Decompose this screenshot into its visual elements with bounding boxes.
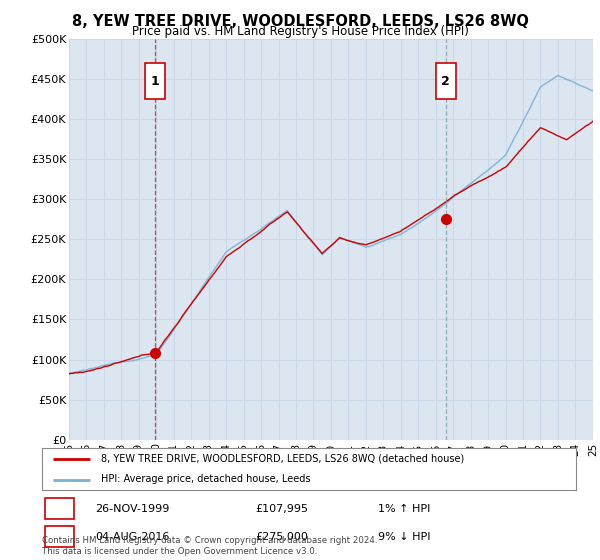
FancyBboxPatch shape [436,63,456,99]
Text: 1% ↑ HPI: 1% ↑ HPI [379,503,431,514]
FancyBboxPatch shape [44,526,74,547]
Text: 04-AUG-2016: 04-AUG-2016 [95,532,170,542]
Text: 2: 2 [442,74,450,88]
Text: 2: 2 [55,530,64,543]
Text: 8, YEW TREE DRIVE, WOODLESFORD, LEEDS, LS26 8WQ (detached house): 8, YEW TREE DRIVE, WOODLESFORD, LEEDS, L… [101,454,464,464]
Text: 1: 1 [55,502,64,515]
Text: HPI: Average price, detached house, Leeds: HPI: Average price, detached house, Leed… [101,474,310,484]
Text: 8, YEW TREE DRIVE, WOODLESFORD, LEEDS, LS26 8WQ: 8, YEW TREE DRIVE, WOODLESFORD, LEEDS, L… [71,14,529,29]
Text: £275,000: £275,000 [256,532,308,542]
Text: 9% ↓ HPI: 9% ↓ HPI [379,532,431,542]
FancyBboxPatch shape [145,63,164,99]
FancyBboxPatch shape [44,498,74,519]
Text: Contains HM Land Registry data © Crown copyright and database right 2024.
This d: Contains HM Land Registry data © Crown c… [42,536,377,556]
Text: 26-NOV-1999: 26-NOV-1999 [95,503,170,514]
Text: £107,995: £107,995 [256,503,308,514]
Text: 1: 1 [150,74,159,88]
Text: Price paid vs. HM Land Registry's House Price Index (HPI): Price paid vs. HM Land Registry's House … [131,25,469,38]
